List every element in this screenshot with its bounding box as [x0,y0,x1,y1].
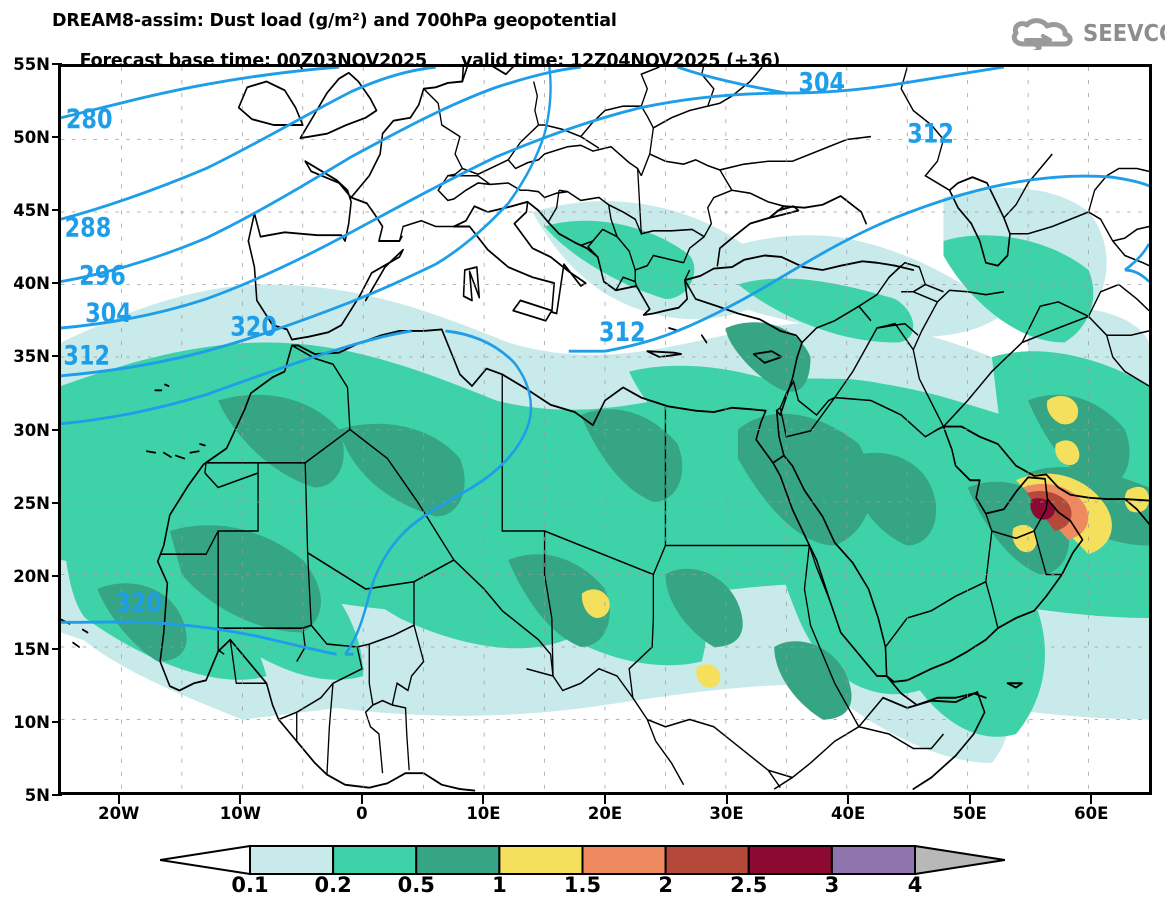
logo-text: SEEVCCC [1083,21,1165,47]
y-axis-tick [52,647,62,650]
y-axis-tick [52,355,62,358]
seevccc-logo: SEEVCCC [1010,12,1165,52]
geopotential-contours [61,67,1149,656]
colorbar-cell [498,845,584,875]
svg-text:296: 296 [79,260,126,292]
contour-labels: 280 288 296 304 312 304 312 312 320 320 [63,67,953,619]
colorbar-cell [747,845,833,875]
y-axis-label: 5N [24,786,50,805]
x-axis-label: 10E [466,804,501,823]
colorbar-cell [249,845,335,875]
x-axis-tick [1090,795,1093,804]
colorbar-over-arrow [914,844,1006,876]
svg-text:312: 312 [63,339,110,371]
colorbar-tick-label: 1.5 [563,873,602,897]
svg-text:280: 280 [66,103,113,135]
y-axis-tick [52,574,62,577]
colorbar-tick-label: 4 [907,873,923,897]
map-gridlines [61,67,1149,792]
y-axis-label: 30N [13,420,50,440]
colorbar-tick-label: 0.2 [314,873,352,897]
y-axis-label: 45N [13,201,50,221]
y-axis-tick [52,501,62,504]
svg-text:320: 320 [230,310,277,342]
y-axis-label: 55N [13,55,50,74]
y-axis-tick [52,282,62,285]
colorbar-tick-label: 3 [824,873,840,897]
y-axis-label: 35N [13,347,50,367]
country-borders [160,67,1149,790]
svg-text:304: 304 [85,297,132,329]
x-axis-label: 30E [709,804,744,823]
svg-text:312: 312 [907,117,954,149]
x-axis-tick [847,795,850,804]
y-axis-label: 15N [13,639,50,659]
x-axis-label: 50E [952,804,987,823]
x-axis-label: 40E [830,804,866,823]
x-axis-label: 10W [219,804,261,823]
colorbar-cell [664,845,750,875]
x-axis-tick [968,795,971,804]
colorbar-under-arrow [159,844,251,876]
y-axis-label: 10N [13,712,50,732]
y-axis-label: 20N [13,566,50,586]
y-axis-tick [52,63,62,65]
x-axis-label: 0 [356,804,368,823]
y-axis-label: 40N [13,274,50,294]
y-axis-tick [52,720,62,723]
x-axis-label: 20E [587,804,623,823]
y-axis-label: 50N [13,128,50,148]
colorbar-svg [159,844,1006,876]
y-axis-label: 25N [13,493,50,513]
chart-header: DREAM8-assim: Dust load (g/m²) and 700hP… [0,0,1165,71]
y-axis-tick [52,136,62,139]
colorbar-tick-label: 0.5 [397,873,435,897]
x-axis-label: 20W [98,804,140,823]
x-axis-tick [604,795,606,804]
map-plot-area: 280 288 296 304 312 304 312 312 320 320 [58,64,1152,795]
x-axis-tick [117,795,120,804]
colorbar [159,844,1006,876]
colorbar-cell [830,845,916,875]
cloud-wind-icon [1011,18,1073,50]
colorbar-cell [581,845,667,875]
y-axis-tick [52,794,62,796]
x-axis-label: 60E [1074,804,1109,823]
x-axis-tick [482,795,485,804]
x-axis-tick [725,795,728,804]
svg-text:312: 312 [599,316,646,348]
colorbar-tick-label: 1 [492,873,507,897]
colorbar-cell [415,845,501,875]
x-axis-tick [360,795,363,804]
map-contents: 280 288 296 304 312 304 312 312 320 320 [61,67,1149,792]
y-axis-tick [52,428,62,431]
svg-text:288: 288 [65,212,112,244]
svg-text:320: 320 [115,587,162,619]
x-axis-tick [239,795,242,804]
colorbar-cell [332,845,418,875]
colorbar-tick-label: 0.1 [231,873,269,897]
dust-load-map: 280 288 296 304 312 304 312 312 320 320 [61,67,1149,792]
colorbar-tick-label: 2.5 [730,873,768,897]
svg-text:304: 304 [798,67,845,98]
y-axis-tick [52,209,62,212]
colorbar-tick-label: 2 [658,873,673,897]
chart-title: DREAM8-assim: Dust load (g/m²) and 700hP… [52,11,617,31]
colorbar-tick-labels: 0.1 0.2 0.5 1 1.5 2 2.5 3 4 [0,873,1165,903]
